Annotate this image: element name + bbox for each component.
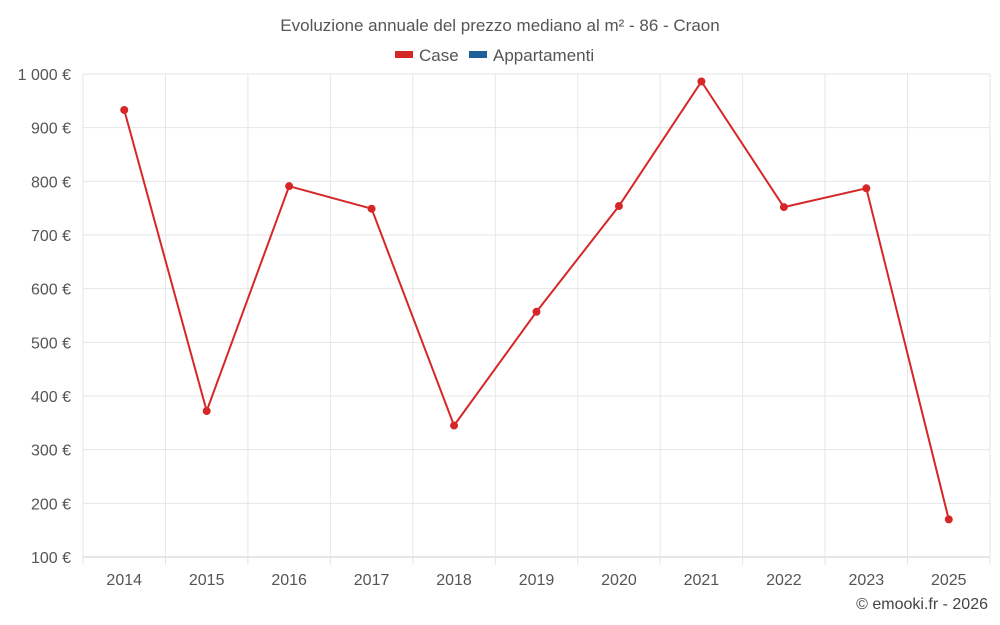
x-tick-label: 2023 xyxy=(849,572,885,589)
series xyxy=(120,77,953,524)
legend: Case Appartamenti xyxy=(395,46,594,65)
data-point[interactable] xyxy=(862,184,871,193)
data-point[interactable] xyxy=(367,204,376,213)
axes: 100 € 200 € 300 € 400 € 500 € 600 € 700 € 800 €… xyxy=(18,67,967,589)
y-tick-label: 500 € xyxy=(31,335,71,352)
y-tick-label: 900 € xyxy=(31,121,71,138)
legend-swatch-appartamenti xyxy=(469,51,487,58)
x-tick-label: 2025 xyxy=(931,572,967,589)
legend-label-case[interactable]: Case xyxy=(419,46,459,65)
data-point[interactable] xyxy=(450,421,459,430)
data-point[interactable] xyxy=(697,77,706,86)
copyright: © emooki.fr - 2026 xyxy=(856,596,988,613)
data-point[interactable] xyxy=(532,307,541,316)
x-tick-label: 2014 xyxy=(106,572,142,589)
y-tick-label: 600 € xyxy=(31,282,71,299)
x-tick-label: 2020 xyxy=(601,572,637,589)
y-tick-label: 800 € xyxy=(31,174,71,191)
x-tick-label: 2018 xyxy=(436,572,472,589)
x-tick-label: 2019 xyxy=(519,572,555,589)
data-point[interactable] xyxy=(285,182,294,191)
data-point[interactable] xyxy=(120,105,129,114)
x-tick-label: 2021 xyxy=(684,572,720,589)
x-tick-label: 2016 xyxy=(271,572,307,589)
y-tick-label: 100 € xyxy=(31,550,71,567)
x-tick-label: 2015 xyxy=(189,572,225,589)
y-tick-label: 700 € xyxy=(31,228,71,245)
y-tick-label: 400 € xyxy=(31,389,71,406)
y-tick-label: 200 € xyxy=(31,496,71,513)
data-point[interactable] xyxy=(614,202,623,211)
data-point[interactable] xyxy=(202,407,211,416)
legend-swatch-case xyxy=(395,51,413,58)
x-tick-label: 2017 xyxy=(354,572,390,589)
x-tick-label: 2022 xyxy=(766,572,802,589)
grid xyxy=(82,73,991,565)
legend-label-appartamenti[interactable]: Appartamenti xyxy=(493,46,594,65)
data-point[interactable] xyxy=(944,515,953,524)
data-point[interactable] xyxy=(779,203,788,212)
y-tick-label: 300 € xyxy=(31,443,71,460)
y-tick-label: 1 000 € xyxy=(18,67,71,84)
chart-title: Evoluzione annuale del prezzo mediano al… xyxy=(280,16,719,35)
